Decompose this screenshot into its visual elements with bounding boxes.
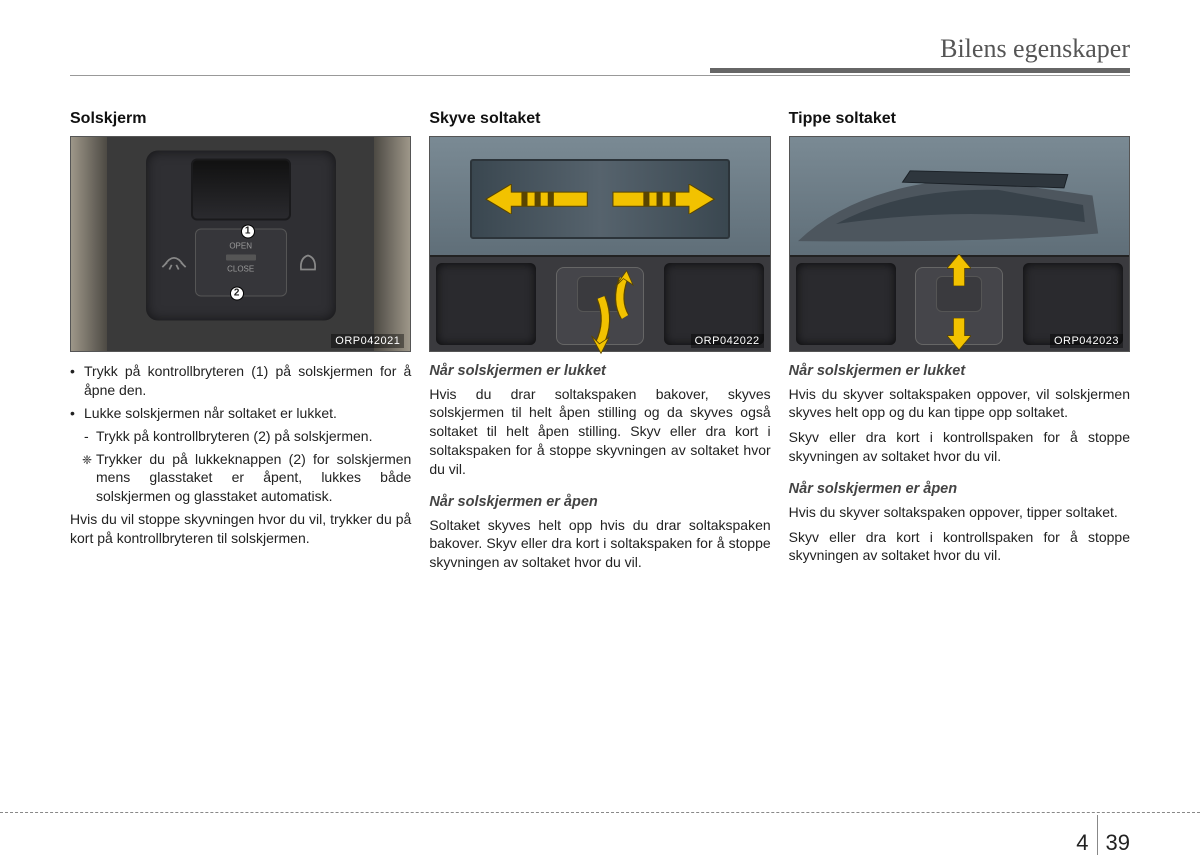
column-tippe: Tippe soltaket xyxy=(789,110,1130,578)
grille-right-icon xyxy=(664,263,764,345)
col1-bullet-1: Trykk på kontrollbryteren (1) på solskje… xyxy=(70,362,411,400)
chapter-number: 4 xyxy=(1076,830,1088,856)
sunroof-lever xyxy=(556,267,644,345)
content-columns: Solskjerm OPEN CLOSE xyxy=(70,110,1130,578)
figure-tilt-sunroof: ORP042023 xyxy=(789,136,1130,352)
grille-right-icon xyxy=(1023,263,1123,345)
col3-sub1-body2: Skyv eller dra kort i kontrollspaken for… xyxy=(789,428,1130,466)
pagenum-separator xyxy=(1097,815,1098,855)
col2-sub2-body: Soltaket skyves helt opp hvis du drar so… xyxy=(429,516,770,573)
figure-slide-sunroof: ORP042022 xyxy=(429,136,770,352)
col2-sub2-title: Når solskjermen er åpen xyxy=(429,493,770,513)
manual-page: Bilens egenskaper Solskjerm OPEN CLOSE xyxy=(0,0,1200,578)
sunshade-switch: OPEN CLOSE xyxy=(195,229,287,297)
figure1-trim-right xyxy=(374,137,410,351)
header-rule-thin xyxy=(70,75,1130,76)
arrow-right-icon xyxy=(610,184,717,214)
grille-left-icon xyxy=(796,263,896,345)
col3-sub2-body: Hvis du skyver soltakspaken oppover, tip… xyxy=(789,503,1130,522)
col1-sub-star: Trykker du på lukkeknappen (2) for solsk… xyxy=(70,450,411,507)
column-skyve: Skyve soltaket xyxy=(429,110,770,578)
figure2-id: ORP042022 xyxy=(691,334,764,348)
page-number: 4 39 xyxy=(1076,823,1130,863)
col3-heading: Tippe soltaket xyxy=(789,110,1130,128)
col3-sub2-body2: Skyv eller dra kort i kontrollspaken for… xyxy=(789,528,1130,566)
callout-2: 2 xyxy=(230,287,244,301)
sunroof-glass-view xyxy=(430,137,769,257)
car-roof-icon xyxy=(798,167,1102,243)
col1-heading: Solskjerm xyxy=(70,110,411,128)
sunroof-opening xyxy=(470,159,729,239)
col2-heading: Skyve soltaket xyxy=(429,110,770,128)
arrow-curve-down-icon xyxy=(585,280,617,366)
grille-left-icon xyxy=(436,263,536,345)
col3-sub2-title: Når solskjermen er åpen xyxy=(789,480,1130,500)
overhead-console: OPEN CLOSE 1 2 xyxy=(146,151,336,321)
col1-sub-dash: Trykk på kontrollbryteren (2) på solskje… xyxy=(70,427,411,446)
col2-body: Når solskjermen er lukket Hvis du drar s… xyxy=(429,362,770,572)
figure1-trim-left xyxy=(71,137,107,351)
arrow-down-icon xyxy=(947,318,971,350)
page-header: Bilens egenskaper xyxy=(70,40,1130,88)
console-display xyxy=(191,159,291,221)
car-roof-view xyxy=(790,137,1129,257)
figure-sunshade-control: OPEN CLOSE 1 2 ORP042021 xyxy=(70,136,411,352)
figure1-id: ORP042021 xyxy=(331,334,404,348)
open-label: OPEN xyxy=(196,242,286,251)
section-title: Bilens egenskaper xyxy=(940,34,1130,64)
col1-body: Trykk på kontrollbryteren (1) på solskje… xyxy=(70,362,411,548)
col3-body: Når solskjermen er lukket Hvis du skyver… xyxy=(789,362,1130,565)
col1-tail: Hvis du vil stoppe skyvningen hvor du vi… xyxy=(70,510,411,548)
switch-bar-icon xyxy=(226,255,256,261)
sunroof-lever xyxy=(915,267,1003,345)
page-in-chapter: 39 xyxy=(1106,830,1130,856)
close-label: CLOSE xyxy=(196,265,286,274)
col3-sub1-title: Når solskjermen er lukket xyxy=(789,362,1130,382)
callout-1: 1 xyxy=(241,225,255,239)
dome-light-icon xyxy=(160,249,188,277)
header-rule-thick xyxy=(710,68,1130,73)
col1-bullet-2: Lukke solskjermen når soltaket er lukket… xyxy=(70,404,411,423)
car-outline-icon xyxy=(294,249,322,277)
column-solskjerm: Solskjerm OPEN CLOSE xyxy=(70,110,411,578)
page-footer: 4 39 xyxy=(0,812,1200,825)
figure3-id: ORP042023 xyxy=(1050,334,1123,348)
col2-sub1-body: Hvis du drar soltakspaken bakover, skyve… xyxy=(429,385,770,479)
arrow-left-icon xyxy=(483,184,590,214)
arrow-up-icon xyxy=(947,254,971,286)
col3-sub1-body: Hvis du skyver soltakspaken oppover, vil… xyxy=(789,385,1130,423)
